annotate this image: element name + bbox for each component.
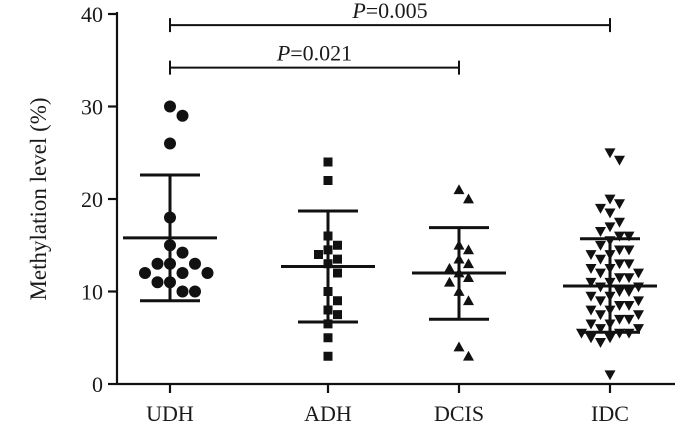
data-point: [595, 240, 606, 251]
x-tick-label: IDC: [591, 401, 629, 426]
x-tick-label: UDH: [146, 401, 194, 426]
data-point: [595, 268, 606, 279]
data-point: [176, 285, 189, 298]
significance-annotations: P=0.005 P=0.021: [169, 0, 611, 75]
data-point: [463, 193, 474, 204]
data-point: [604, 148, 616, 159]
data-point: [623, 259, 635, 270]
data-point: [585, 277, 597, 288]
data-point: [314, 250, 323, 259]
data-point: [585, 263, 597, 274]
x-tick-label: DCIS: [434, 401, 484, 426]
data-point: [614, 231, 625, 242]
data-point: [323, 333, 333, 343]
data-point: [595, 254, 606, 265]
data-point: [585, 291, 597, 302]
data-point: [176, 267, 189, 279]
data-point: [614, 217, 625, 228]
data-point: [623, 231, 635, 242]
y-tick-label: 10: [81, 280, 103, 305]
p-value-label: P=0.021: [276, 41, 352, 66]
data-point: [614, 314, 625, 325]
data-point: [623, 273, 635, 284]
data-point: [633, 310, 644, 321]
y-tick-label: 20: [81, 187, 103, 212]
data-point: [333, 296, 342, 306]
p-value-label: P=0.005: [351, 0, 427, 23]
data-point: [595, 203, 606, 214]
data-point: [585, 319, 597, 330]
data-point: [323, 157, 333, 167]
y-axis-label: Methylation level (%): [26, 97, 51, 300]
data-point: [189, 285, 201, 298]
data-point: [595, 310, 606, 321]
data-point: [201, 267, 214, 279]
data-point: [323, 351, 333, 361]
data-point: [614, 300, 625, 311]
data-point: [604, 370, 616, 381]
data-point: [604, 194, 616, 205]
data-point: [595, 324, 606, 334]
data-point: [323, 176, 333, 185]
data-point: [176, 109, 189, 122]
data-point: [604, 222, 616, 233]
data-point: [614, 273, 625, 284]
data-point: [633, 268, 644, 279]
data-point: [151, 276, 164, 289]
data-point: [463, 295, 474, 306]
data-point: [623, 314, 635, 325]
data-point: [595, 296, 606, 307]
data-point: [614, 287, 625, 297]
data-point: [614, 245, 625, 256]
data-point: [463, 258, 474, 269]
data-point: [604, 333, 616, 344]
data-point: [463, 272, 474, 283]
data-point: [614, 259, 625, 270]
data-point: [164, 137, 176, 150]
data-points: [139, 100, 644, 381]
data-point: [463, 350, 474, 361]
x-ticks: UDH ADH DCIS IDC: [146, 384, 629, 426]
data-point: [333, 268, 342, 278]
data-point: [444, 276, 455, 287]
data-point: [164, 100, 176, 113]
x-tick-label: ADH: [304, 401, 352, 426]
mean-sd-bars: [123, 173, 657, 334]
data-point: [444, 262, 455, 273]
y-tick-label: 40: [81, 2, 103, 27]
y-ticks: 0 10 20 30 40: [81, 2, 117, 397]
data-point: [139, 267, 151, 279]
data-point: [453, 341, 465, 352]
data-point: [453, 184, 465, 195]
y-tick-label: 0: [92, 372, 103, 397]
data-point: [333, 254, 342, 264]
data-point: [623, 245, 635, 256]
data-point: [604, 208, 616, 219]
data-point: [614, 155, 625, 166]
data-point: [463, 244, 474, 255]
data-point: [595, 226, 606, 237]
data-point: [585, 250, 597, 260]
data-point: [333, 240, 342, 250]
data-point: [189, 257, 201, 270]
data-point: [176, 246, 189, 259]
data-point: [333, 310, 342, 320]
data-point: [614, 199, 625, 210]
data-point: [623, 287, 635, 297]
data-point: [633, 296, 644, 307]
data-point: [323, 319, 333, 329]
data-point: [585, 333, 597, 344]
data-point: [633, 324, 644, 334]
data-point: [151, 257, 164, 270]
data-point: [585, 305, 597, 316]
y-tick-label: 30: [81, 95, 103, 120]
data-point: [595, 337, 606, 348]
data-point: [623, 300, 635, 311]
